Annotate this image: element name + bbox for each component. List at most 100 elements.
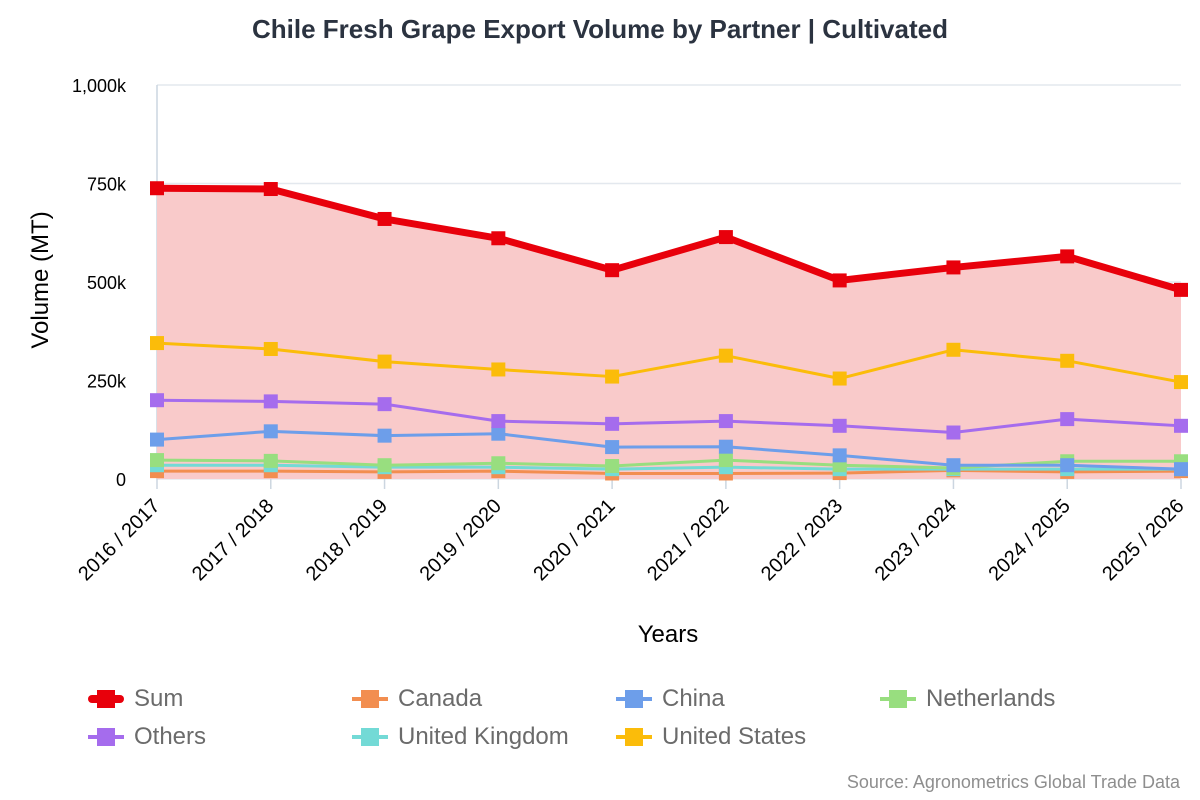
legend-swatch-icon [88,724,124,750]
legend-item-china[interactable]: China [616,685,880,712]
data-point-netherlands[interactable] [263,453,278,468]
data-point-others[interactable] [1060,412,1075,427]
legend-swatch-icon [616,686,652,712]
data-point-united-states[interactable] [377,354,392,369]
data-point-united-states[interactable] [946,342,961,357]
data-point-china[interactable] [605,440,620,455]
y-tick-label: 0 [116,470,126,490]
legend-item-canada[interactable]: Canada [352,685,616,712]
x-tick-labels: 2016 / 2017 2017 / 2018 2018 / 2019 2019 / … [74,479,1189,585]
legend-label: Others [134,723,207,750]
data-point-united-states[interactable] [263,341,278,356]
y-tick-label: 1,000k [72,76,127,96]
data-point-china[interactable] [718,439,733,454]
x-tick-label: 2016 / 2017 [74,495,164,585]
legend-label: United Kingdom [398,723,569,750]
data-point-united-states[interactable] [491,362,506,377]
legend-item-netherlands[interactable]: Netherlands [880,685,1144,712]
legend-swatch-icon [352,724,388,750]
legend-swatch-icon [88,686,124,712]
data-point-china[interactable] [1174,462,1188,477]
data-point-netherlands[interactable] [718,453,733,468]
chart-title: Chile Fresh Grape Export Volume by Partn… [252,14,948,44]
series-line-china [155,429,1183,471]
data-point-sum[interactable] [150,181,164,196]
legend-item-sum[interactable]: Sum [88,685,352,712]
data-point-china[interactable] [946,458,961,473]
data-point-china[interactable] [377,428,392,443]
data-point-united-states[interactable] [605,369,620,384]
data-point-netherlands[interactable] [150,453,164,468]
data-point-sum[interactable] [377,211,392,226]
data-point-netherlands[interactable] [605,458,620,473]
series-layer [150,181,1188,481]
x-tick-label: 2017 / 2018 [188,495,278,585]
x-tick-label: 2018 / 2019 [302,495,392,585]
data-point-sum[interactable] [832,273,847,288]
data-point-others[interactable] [263,394,278,409]
legend-label: Sum [134,685,184,712]
data-point-sum[interactable] [1060,249,1075,264]
legend-label: Netherlands [926,685,1056,712]
source-note: Source: Agronometrics Global Trade Data [846,772,1180,792]
data-point-united-states[interactable] [150,336,164,351]
y-tick-label: 500k [87,273,127,293]
data-point-others[interactable] [377,397,392,412]
legend-swatch-icon [880,686,916,712]
data-point-sum[interactable] [263,182,278,197]
legend-item-united-states[interactable]: United States [616,723,880,750]
y-tick-label: 750k [87,175,127,195]
x-tick-label: 2024 / 2025 [984,495,1074,585]
data-point-united-states[interactable] [1174,375,1188,390]
series-line-canada [155,468,1183,475]
series-sum [150,181,1188,297]
data-point-united-states[interactable] [718,348,733,363]
y-tick-labels: 0 250k 500k 750k 1,000k [72,76,127,490]
data-point-china[interactable] [263,424,278,439]
data-point-others[interactable] [718,414,733,429]
series-united-states [150,336,1188,390]
data-point-china[interactable] [491,426,506,441]
data-point-others[interactable] [946,425,961,440]
sum-area-fill [157,188,1181,479]
x-axis-label: Years [638,621,699,648]
legend: Sum Canada China Netherlands Others United Ki… [88,685,1148,750]
x-tick-label: 2025 / 2026 [1098,495,1188,585]
data-point-china[interactable] [150,432,164,447]
series-line-united-states [155,341,1183,384]
legend-swatch-icon [616,724,652,750]
series-line-united-kingdom [155,463,1183,471]
x-tick-label: 2023 / 2024 [871,495,961,585]
series-others [150,393,1188,440]
legend-item-others[interactable]: Others [88,723,352,750]
data-point-netherlands[interactable] [491,456,506,471]
x-tick-label: 2020 / 2021 [529,495,619,585]
legend-label: China [662,685,725,712]
data-point-others[interactable] [150,393,164,408]
legend-label: United States [662,723,807,750]
data-point-sum[interactable] [491,231,506,246]
data-point-sum[interactable] [946,260,961,275]
series-line-others [155,398,1183,435]
data-point-others[interactable] [1174,418,1188,433]
series-china [150,424,1188,477]
x-tick-label: 2019 / 2020 [416,495,506,585]
data-point-netherlands[interactable] [377,458,392,473]
data-point-united-states[interactable] [1060,353,1075,368]
data-point-sum[interactable] [718,230,733,245]
data-point-sum[interactable] [1174,282,1188,297]
y-tick-label: 250k [87,372,127,392]
data-point-sum[interactable] [605,263,620,278]
data-point-united-states[interactable] [832,371,847,386]
legend-swatch-icon [352,686,388,712]
data-point-others[interactable] [832,418,847,433]
y-axis-label: Volume (MT) [27,211,54,348]
data-point-china[interactable] [832,448,847,463]
legend-item-united-kingdom[interactable]: United Kingdom [352,723,616,750]
legend-label: Canada [398,685,483,712]
data-point-others[interactable] [605,416,620,431]
data-point-others[interactable] [491,414,506,429]
data-point-china[interactable] [1060,458,1075,473]
x-tick-label: 2022 / 2023 [757,495,847,585]
